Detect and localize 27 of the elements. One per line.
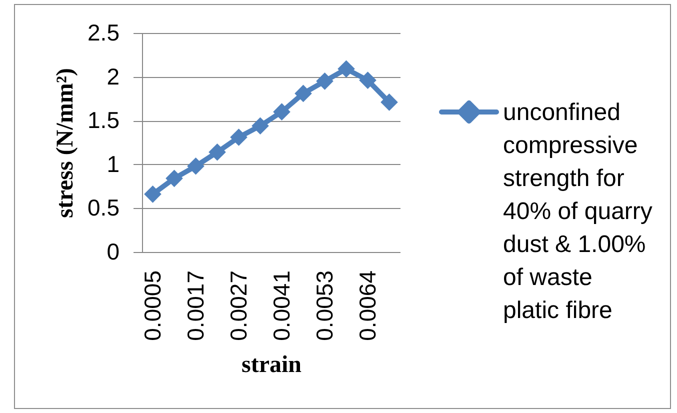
point <box>380 94 398 111</box>
x-axis-title: strain <box>242 352 302 378</box>
point <box>230 128 248 146</box>
legend-label: unconfined compressive strength for 40% of quarry dust & 1.00% of waste platic fibre <box>503 99 652 324</box>
point <box>187 157 204 175</box>
y-tick-label: 1 <box>106 150 120 177</box>
y-tick-label: 1.5 <box>88 107 120 134</box>
point <box>166 170 183 188</box>
y-axis-title: stress (N/mm²) <box>52 68 79 218</box>
point <box>359 72 376 89</box>
x-tick-label: 0.0064 <box>354 270 380 341</box>
x-tick-label: 0.0005 <box>139 270 166 341</box>
y-tick-label: 0 <box>106 238 120 264</box>
point <box>316 72 334 90</box>
x-tick-label: 0.0041 <box>268 270 294 341</box>
point <box>273 103 290 120</box>
point <box>252 117 269 135</box>
y-tick-label: 2 <box>106 63 120 90</box>
x-tick-label: 0.0017 <box>182 270 208 341</box>
x-tick-label: 0.0053 <box>311 270 338 341</box>
y-tick-label: 2.5 <box>88 20 120 46</box>
point <box>144 186 162 203</box>
point <box>338 60 355 78</box>
point <box>294 84 312 102</box>
y-tick-label: 0.5 <box>88 194 120 221</box>
point <box>208 143 226 161</box>
x-tick-label: 0.0027 <box>225 270 252 341</box>
